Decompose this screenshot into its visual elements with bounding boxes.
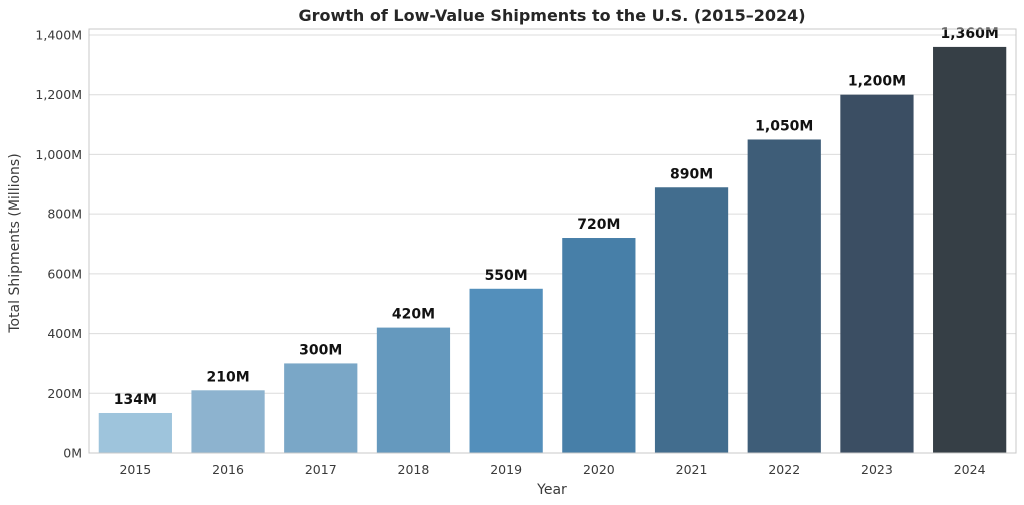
bar-2015 bbox=[98, 412, 172, 453]
x-axis-ticks: 2015 2016 2017 2018 2019 2020 2021 2022 2023 2024 bbox=[119, 462, 985, 477]
x-tick-label-2022: 2022 bbox=[768, 462, 800, 477]
data-label-2018: 420M bbox=[392, 307, 435, 323]
y-tick-label: 600M bbox=[47, 266, 82, 281]
y-axis-label: Total Shipments (Millions) bbox=[7, 153, 23, 333]
y-tick-label: 1,000M bbox=[35, 147, 82, 162]
data-label-2016: 210M bbox=[206, 369, 249, 385]
bar-2024 bbox=[933, 46, 1007, 453]
y-tick-label: 800M bbox=[47, 207, 82, 222]
chart-title: Growth of Low-Value Shipments to the U.S… bbox=[298, 6, 805, 25]
bar-2021 bbox=[654, 187, 729, 453]
bar-2022 bbox=[747, 139, 821, 453]
x-tick-label-2015: 2015 bbox=[119, 462, 151, 477]
data-label-2019: 550M bbox=[485, 268, 528, 284]
x-tick-label-2021: 2021 bbox=[676, 462, 708, 477]
x-tick-label-2023: 2023 bbox=[861, 462, 893, 477]
bar-2020 bbox=[562, 238, 636, 453]
x-axis-label: Year bbox=[536, 482, 567, 498]
bar-2017 bbox=[284, 363, 358, 453]
y-tick-label: 400M bbox=[47, 326, 82, 341]
x-tick-label-2024: 2024 bbox=[954, 462, 986, 477]
bar-2019 bbox=[469, 288, 543, 453]
data-label-2024: 1,360M bbox=[941, 26, 999, 42]
data-label-2015: 134M bbox=[114, 392, 157, 408]
y-axis-ticks: 0M 200M 400M 600M 800M 1,000M 1,200M 1,400M bbox=[35, 27, 82, 460]
bar-2018 bbox=[376, 327, 451, 453]
data-label-2022: 1,050M bbox=[755, 118, 813, 134]
y-tick-label: 1,400M bbox=[35, 27, 82, 42]
bar-2016 bbox=[191, 390, 265, 453]
x-tick-label-2017: 2017 bbox=[305, 462, 337, 477]
bar-2023 bbox=[840, 94, 914, 454]
data-label-2023: 1,200M bbox=[848, 74, 906, 90]
data-label-2017: 300M bbox=[299, 342, 342, 358]
bars bbox=[98, 46, 1007, 454]
plot-frame bbox=[88, 28, 1017, 454]
data-label-2020: 720M bbox=[577, 217, 620, 233]
x-tick-label-2020: 2020 bbox=[583, 462, 615, 477]
y-tick-label: 1,200M bbox=[35, 87, 82, 102]
x-tick-label-2016: 2016 bbox=[212, 462, 244, 477]
x-tick-label-2019: 2019 bbox=[490, 462, 522, 477]
y-tick-label: 200M bbox=[47, 386, 82, 401]
data-label-2021: 890M bbox=[670, 166, 713, 182]
data-labels: 134M 210M 300M 420M 550M 720M 890M 1,050M 1,200M… bbox=[114, 26, 999, 408]
y-tick-label: 0M bbox=[63, 446, 82, 461]
x-tick-label-2018: 2018 bbox=[398, 462, 430, 477]
